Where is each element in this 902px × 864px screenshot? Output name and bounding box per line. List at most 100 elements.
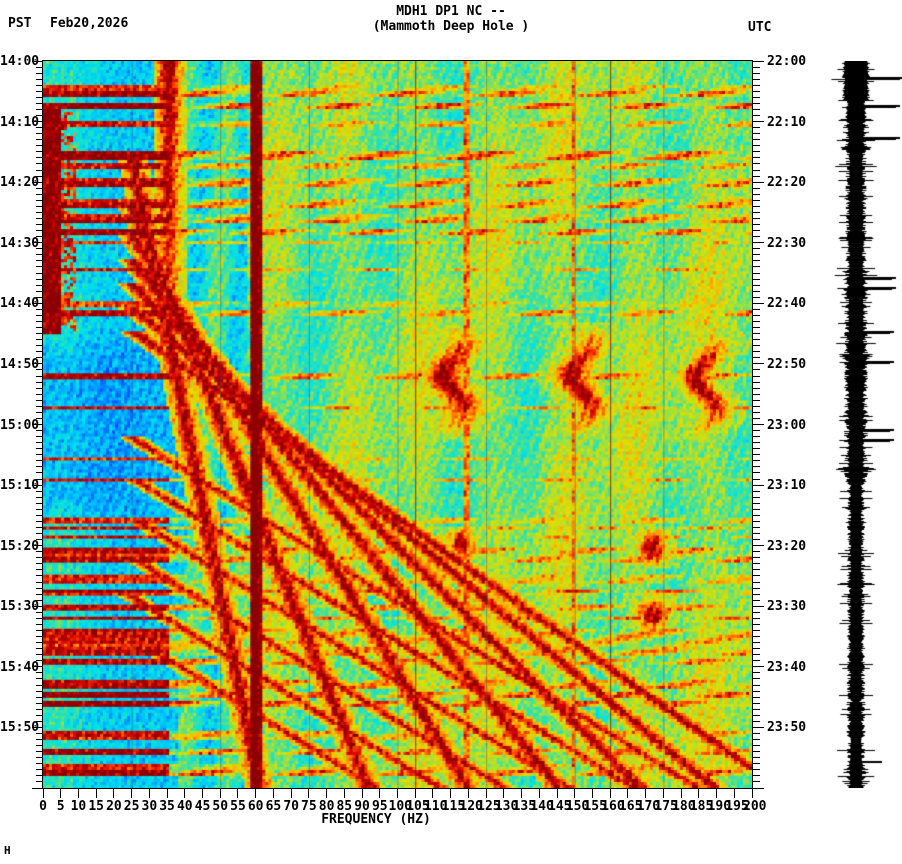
axis-tick [753,769,760,770]
axis-tick [753,612,760,613]
page-subtitle: (Mammoth Deep Hole ) [372,19,530,34]
left-time-tick-label: 15:50 [0,720,40,736]
frequency-tick-label: 50 [212,799,229,814]
frequency-tick-label: 75 [301,799,317,814]
axis-tick [255,789,256,798]
axis-tick [78,789,79,798]
axis-tick [753,291,760,292]
axis-tick [36,521,43,522]
axis-tick [753,412,760,413]
axis-tick [753,145,760,146]
axis-tick [753,85,760,86]
axis-tick [753,497,760,498]
axis-tick [753,97,760,98]
axis-tick [36,588,43,589]
axis-tick [753,115,760,116]
axis-tick [627,789,628,798]
frequency-tick-label: 100 [388,799,412,814]
x-axis-label: FREQUENCY (HZ) [321,812,431,827]
axis-tick [752,789,753,798]
axis-tick [753,751,760,752]
axis-tick [36,309,43,310]
axis-tick [753,279,760,280]
axis-tick [36,260,43,261]
axis-tick [36,394,43,395]
frequency-tick-label: 155 [583,799,607,814]
frequency-tick-label: 165 [618,799,643,814]
left-time-tick-label: 14:10 [0,114,40,130]
axis-tick [753,200,760,201]
axis-tick [753,236,760,237]
axis-tick [36,430,43,431]
axis-tick [36,97,43,98]
axis-tick [753,588,760,589]
axis-tick [753,678,760,679]
axis-tick [753,485,764,486]
frequency-tick-label: 5 [56,799,65,814]
axis-tick [753,515,760,516]
axis-tick [753,533,760,534]
axis-tick [753,709,760,710]
right-time-tick-label: 23:00 [767,417,807,433]
plot-right-border [752,61,753,789]
axis-tick [32,61,43,62]
record-date-label: Feb20,2026 [50,16,129,31]
axis-tick [753,672,760,673]
axis-tick [753,224,760,225]
axis-tick [36,448,43,449]
axis-tick [36,357,43,358]
axis-tick [645,789,646,798]
axis-tick [753,351,760,352]
axis-tick [36,400,43,401]
spectrogram-canvas [43,61,752,788]
axis-tick [753,636,760,637]
axis-tick [36,703,43,704]
frequency-tick-label: 150 [565,799,590,814]
axis-tick [753,61,764,62]
frequency-tick-label: 180 [672,799,696,814]
axis-tick [753,376,760,377]
axis-tick [36,600,43,601]
axis-tick [32,121,43,122]
frequency-tick-label: 145 [548,799,572,814]
axis-tick [36,479,43,480]
axis-tick [36,266,43,267]
axis-tick [753,103,760,104]
frequency-tick-label: 175 [654,799,678,814]
axis-tick [36,612,43,613]
right-time-tick-label: 23:30 [767,599,807,615]
frequency-tick-label: 125 [477,799,501,814]
axis-tick [753,491,760,492]
axis-tick [753,309,760,310]
axis-tick [753,363,764,364]
axis-tick [36,685,43,686]
axis-tick [36,697,43,698]
axis-tick [184,789,185,798]
axis-tick [36,236,43,237]
axis-tick [32,485,43,486]
axis-tick [32,242,43,243]
right-time-tick-label: 23:20 [767,538,807,554]
axis-tick [36,624,43,625]
axis-tick [36,79,43,80]
axis-tick [36,339,43,340]
axis-tick [753,121,764,122]
axis-tick [36,751,43,752]
axis-tick [734,789,735,798]
axis-tick [753,182,764,183]
axis-tick [753,406,760,407]
axis-tick [344,789,345,798]
axis-tick [753,460,760,461]
axis-tick [753,775,760,776]
axis-tick [36,442,43,443]
frequency-tick-label: 160 [601,799,625,814]
axis-tick [753,418,760,419]
axis-tick [167,789,168,798]
corner-mark: H [4,844,11,857]
axis-tick [36,321,43,322]
axis-tick [36,224,43,225]
seismogram-trace-canvas [822,61,902,788]
axis-tick [753,67,760,68]
axis-tick [36,551,43,552]
axis-tick [753,745,760,746]
